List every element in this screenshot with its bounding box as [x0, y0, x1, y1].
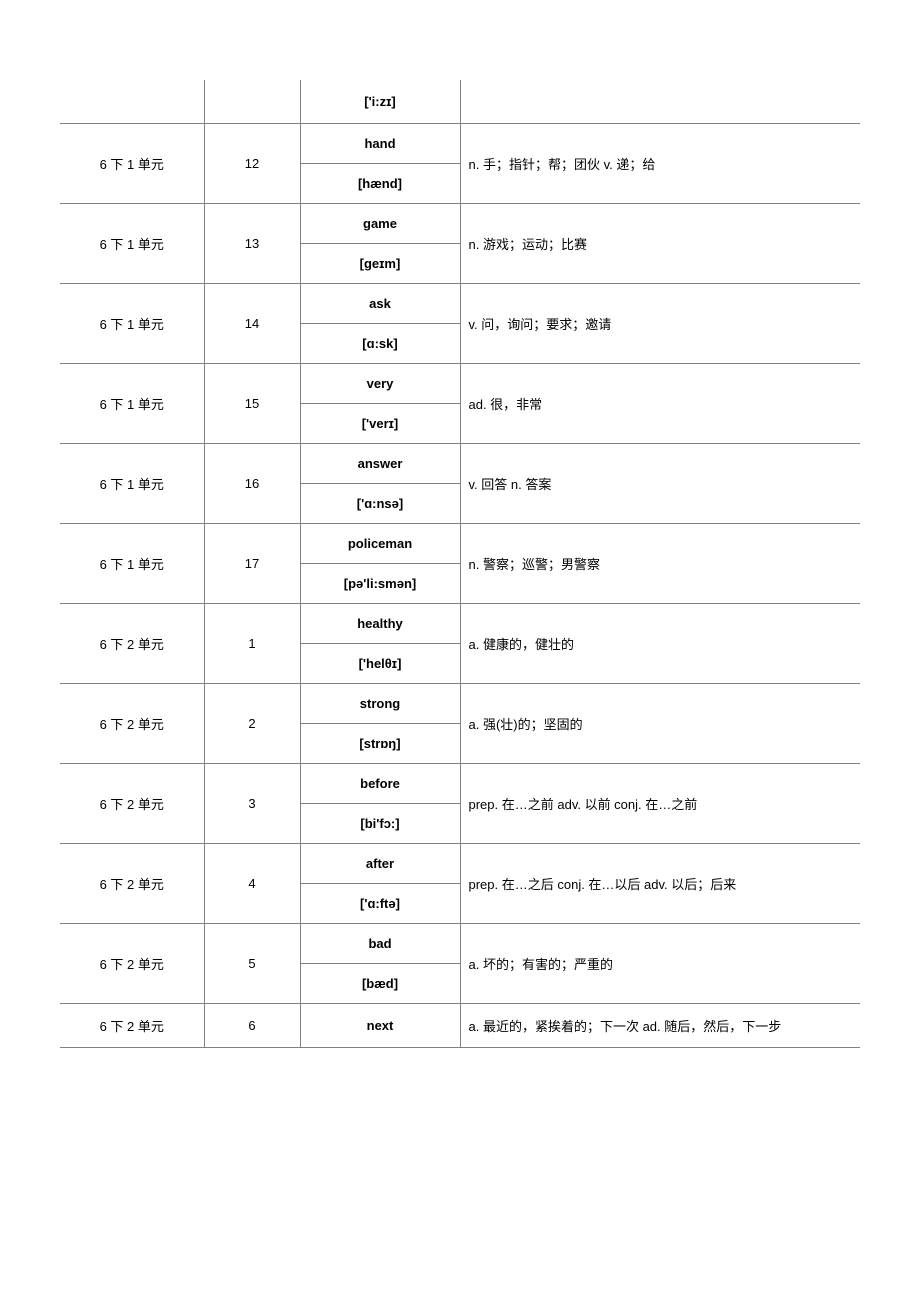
word-cell: ['i:zɪ]	[300, 80, 460, 124]
num-cell: 4	[204, 844, 300, 924]
table-row: 6 下 1 单元12hand[hænd]n. 手；指针；帮；团伙 v. 递；给	[60, 124, 860, 204]
definition-cell: n. 游戏；运动；比赛	[460, 204, 860, 284]
table-row: 6 下 1 单元17policeman[pə'li:smən]n. 警察；巡警；…	[60, 524, 860, 604]
num-cell: 17	[204, 524, 300, 604]
table-row: 6 下 2 单元5bad[bæd]a. 坏的；有害的；严重的	[60, 924, 860, 1004]
definition-cell: a. 健康的，健壮的	[460, 604, 860, 684]
word-cell: next	[300, 1004, 460, 1048]
table-row: 6 下 2 单元6nexta. 最近的，紧挨着的；下一次 ad. 随后，然后，下…	[60, 1004, 860, 1048]
unit-cell: 6 下 2 单元	[60, 604, 204, 684]
table-row: 6 下 2 单元1healthy['helθɪ]a. 健康的，健壮的	[60, 604, 860, 684]
word-text: before	[301, 764, 460, 804]
phonetic-text: [hænd]	[301, 164, 460, 203]
phonetic-text: ['helθɪ]	[301, 644, 460, 683]
definition-cell: v. 问，询问；要求；邀请	[460, 284, 860, 364]
table-row: 6 下 1 单元13game[geɪm]n. 游戏；运动；比赛	[60, 204, 860, 284]
word-text: healthy	[301, 604, 460, 644]
word-cell: before[bi'fɔ:]	[300, 764, 460, 844]
word-text: answer	[301, 444, 460, 484]
definition-cell: a. 坏的；有害的；严重的	[460, 924, 860, 1004]
num-cell	[204, 80, 300, 124]
definition-cell: ad. 很，非常	[460, 364, 860, 444]
unit-cell: 6 下 1 单元	[60, 204, 204, 284]
definition-cell: prep. 在…之后 conj. 在…以后 adv. 以后；后来	[460, 844, 860, 924]
num-cell: 6	[204, 1004, 300, 1048]
phonetic-text: [ɑ:sk]	[301, 324, 460, 363]
definition-cell: v. 回答 n. 答案	[460, 444, 860, 524]
word-text: bad	[301, 924, 460, 964]
definition-cell: a. 强(壮)的；坚固的	[460, 684, 860, 764]
num-cell: 15	[204, 364, 300, 444]
table-row: 6 下 1 单元16answer['ɑ:nsə]v. 回答 n. 答案	[60, 444, 860, 524]
word-text: strong	[301, 684, 460, 724]
unit-cell: 6 下 2 单元	[60, 1004, 204, 1048]
word-text: ask	[301, 284, 460, 324]
unit-cell: 6 下 1 单元	[60, 124, 204, 204]
definition-cell	[460, 80, 860, 124]
phonetic-text: ['ɑ:nsə]	[301, 484, 460, 523]
unit-cell: 6 下 1 单元	[60, 444, 204, 524]
word-text: very	[301, 364, 460, 404]
word-text: game	[301, 204, 460, 244]
phonetic-text: [geɪm]	[301, 244, 460, 283]
word-cell: healthy['helθɪ]	[300, 604, 460, 684]
unit-cell: 6 下 2 单元	[60, 684, 204, 764]
table-row: 6 下 2 单元4after['ɑ:ftə]prep. 在…之后 conj. 在…	[60, 844, 860, 924]
word-cell: bad[bæd]	[300, 924, 460, 1004]
unit-cell: 6 下 2 单元	[60, 764, 204, 844]
word-cell: after['ɑ:ftə]	[300, 844, 460, 924]
phonetic-text: [bæd]	[301, 964, 460, 1003]
phonetic-text: [strɒŋ]	[301, 724, 460, 763]
unit-cell	[60, 80, 204, 124]
definition-cell: prep. 在…之前 adv. 以前 conj. 在…之前	[460, 764, 860, 844]
word-cell: game[geɪm]	[300, 204, 460, 284]
num-cell: 5	[204, 924, 300, 1004]
definition-cell: n. 手；指针；帮；团伙 v. 递；给	[460, 124, 860, 204]
unit-cell: 6 下 1 单元	[60, 284, 204, 364]
word-text: after	[301, 844, 460, 884]
num-cell: 2	[204, 684, 300, 764]
phonetic-text: ['verɪ]	[301, 404, 460, 443]
word-cell: ask[ɑ:sk]	[300, 284, 460, 364]
phonetic-text: [bi'fɔ:]	[301, 804, 460, 843]
table-row: ['i:zɪ]	[60, 80, 860, 124]
table-row: 6 下 1 单元15very['verɪ]ad. 很，非常	[60, 364, 860, 444]
word-cell: policeman[pə'li:smən]	[300, 524, 460, 604]
phonetic-text: ['ɑ:ftə]	[301, 884, 460, 923]
word-text: next	[301, 1004, 460, 1047]
word-cell: hand[hænd]	[300, 124, 460, 204]
num-cell: 12	[204, 124, 300, 204]
num-cell: 13	[204, 204, 300, 284]
definition-cell: n. 警察；巡警；男警察	[460, 524, 860, 604]
word-text: policeman	[301, 524, 460, 564]
num-cell: 1	[204, 604, 300, 684]
phonetic-text: ['i:zɪ]	[301, 80, 460, 123]
table-row: 6 下 2 单元2strong[strɒŋ]a. 强(壮)的；坚固的	[60, 684, 860, 764]
phonetic-text: [pə'li:smən]	[301, 564, 460, 603]
word-text: hand	[301, 124, 460, 164]
num-cell: 3	[204, 764, 300, 844]
word-cell: answer['ɑ:nsə]	[300, 444, 460, 524]
table-row: 6 下 1 单元14ask[ɑ:sk]v. 问，询问；要求；邀请	[60, 284, 860, 364]
unit-cell: 6 下 1 单元	[60, 524, 204, 604]
definition-cell: a. 最近的，紧挨着的；下一次 ad. 随后，然后，下一步	[460, 1004, 860, 1048]
word-cell: strong[strɒŋ]	[300, 684, 460, 764]
table-row: 6 下 2 单元3before[bi'fɔ:]prep. 在…之前 adv. 以…	[60, 764, 860, 844]
unit-cell: 6 下 2 单元	[60, 844, 204, 924]
unit-cell: 6 下 1 单元	[60, 364, 204, 444]
num-cell: 14	[204, 284, 300, 364]
word-cell: very['verɪ]	[300, 364, 460, 444]
unit-cell: 6 下 2 单元	[60, 924, 204, 1004]
num-cell: 16	[204, 444, 300, 524]
vocabulary-table: ['i:zɪ]6 下 1 单元12hand[hænd]n. 手；指针；帮；团伙 …	[60, 80, 860, 1048]
